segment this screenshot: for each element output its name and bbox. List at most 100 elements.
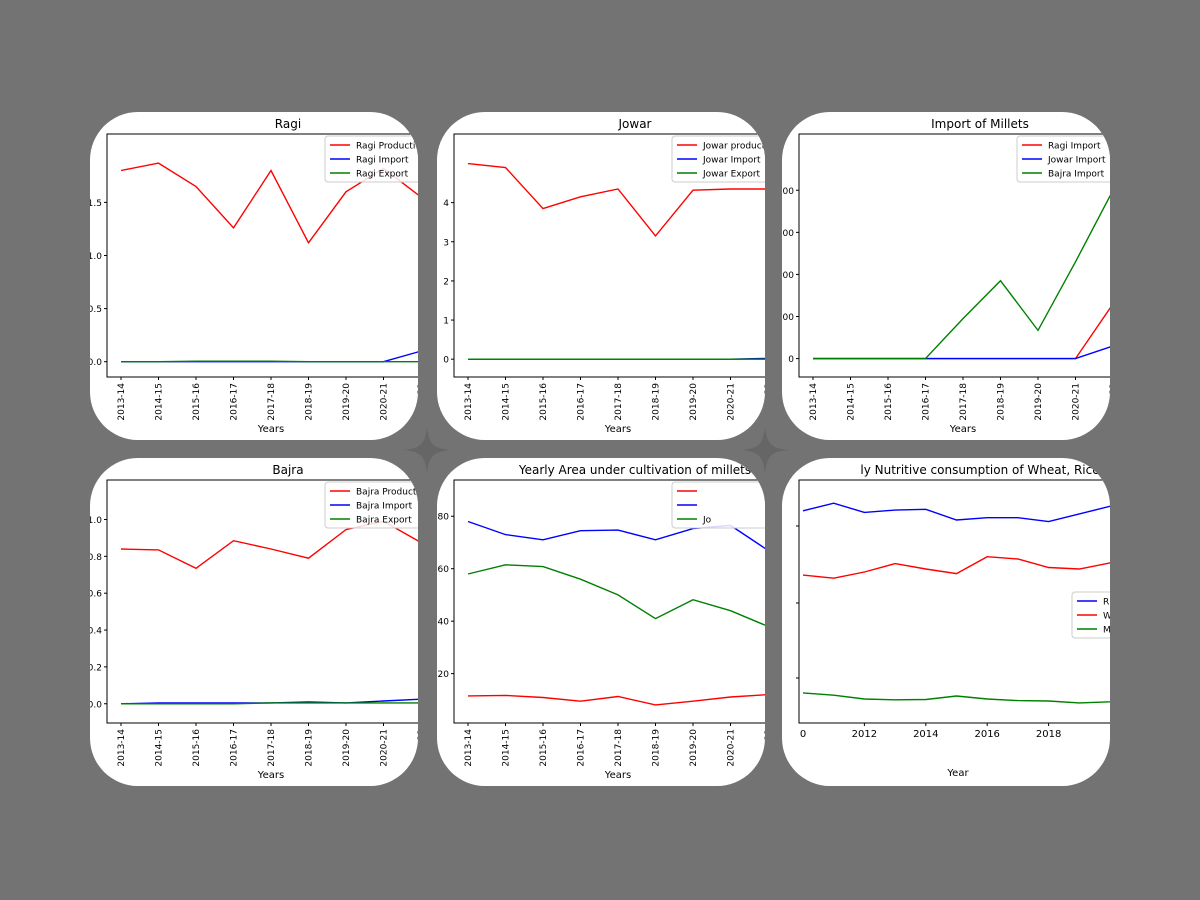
legend-label: R bbox=[1103, 598, 1109, 608]
y-tick-label: 0 bbox=[443, 356, 449, 366]
jowar-chart-card: Jowar 0 1 2 3 4 2013-14 2014-15 2015-16 2016-17 20… bbox=[437, 112, 765, 440]
x-tick-label: 2015-16 bbox=[539, 383, 549, 421]
sparkle-icon bbox=[742, 427, 788, 473]
legend-label: Bajra Import bbox=[356, 502, 413, 512]
x-tick-label: 2021-22 bbox=[1109, 383, 1110, 421]
x-tick-label: 2013-14 bbox=[464, 729, 474, 767]
x-tick-label: 2019-20 bbox=[689, 729, 699, 767]
x-tick-label: 2018 bbox=[1036, 729, 1061, 740]
x-tick-label: 2018-19 bbox=[997, 383, 1007, 421]
y-tick-label: 3 bbox=[443, 238, 449, 248]
series-line bbox=[468, 565, 765, 627]
series-line bbox=[813, 190, 1110, 358]
y-tick-label: 0.5 bbox=[90, 305, 102, 315]
y-tick-label: 0 bbox=[788, 355, 794, 365]
x-axis-label: Year bbox=[946, 768, 969, 779]
x-axis-label: Years bbox=[257, 424, 284, 435]
legend-label: M bbox=[1103, 626, 1110, 636]
y-tick-label: 1.0 bbox=[90, 252, 102, 262]
chart-svg: Yearly Area under cultivation of millets… bbox=[437, 458, 765, 786]
legend-label: Jo bbox=[702, 516, 712, 526]
x-tick-label: 2016-17 bbox=[922, 383, 932, 421]
series-line bbox=[468, 695, 765, 705]
x-tick-label: 2015-16 bbox=[192, 383, 202, 421]
legend-label: Jowar Import bbox=[1047, 156, 1106, 166]
legend-label: Ragi Import bbox=[356, 156, 409, 166]
x-tick-label: 2020-21 bbox=[1072, 383, 1082, 421]
y-tick-label: 0.0 bbox=[90, 358, 102, 368]
x-tick-label: 2017-18 bbox=[267, 383, 277, 421]
x-tick-label: 2015-16 bbox=[192, 729, 202, 767]
x-tick-label: 2019-20 bbox=[1034, 383, 1044, 421]
x-tick-label: 2014-15 bbox=[502, 729, 512, 767]
x-tick-label: 2014-15 bbox=[847, 383, 857, 421]
series-line bbox=[121, 361, 418, 362]
x-tick-label: 2020-21 bbox=[380, 729, 390, 767]
y-tick-label: 10000 bbox=[782, 313, 794, 323]
chart-title: Bajra bbox=[272, 463, 303, 477]
series-line bbox=[813, 304, 1110, 359]
x-axis-label: Years bbox=[949, 424, 976, 435]
x-tick-label: 2020-21 bbox=[727, 729, 737, 767]
x-tick-label: 2015-16 bbox=[884, 383, 894, 421]
y-tick-label: 30000 bbox=[782, 229, 794, 239]
y-tick-label: 1.5 bbox=[90, 199, 102, 209]
y-tick-label: 40 bbox=[438, 618, 450, 628]
x-tick-label: 2014 bbox=[913, 729, 938, 740]
legend-label: Ragi Import bbox=[1048, 142, 1101, 152]
chart-title: Ragi bbox=[275, 117, 301, 131]
y-tick-label: 4 bbox=[443, 199, 449, 209]
legend-label: Ragi Production bbox=[356, 142, 418, 152]
x-axis-label: Years bbox=[257, 770, 284, 781]
chart-title: Yearly Area under cultivation of millets bbox=[518, 463, 751, 477]
sparkle-icon bbox=[404, 427, 450, 473]
series-line bbox=[803, 693, 1110, 703]
x-tick-label: 2016-17 bbox=[230, 383, 240, 421]
x-tick-label: 2017-18 bbox=[614, 383, 624, 421]
x-tick-label: 2017-18 bbox=[267, 729, 277, 767]
millet-area-chart-card: Yearly Area under cultivation of millets… bbox=[437, 458, 765, 786]
x-tick-label: 2019-20 bbox=[689, 383, 699, 421]
x-tick-label: 2014-15 bbox=[502, 383, 512, 421]
legend-label: Bajra Export bbox=[356, 516, 412, 526]
y-tick-label: 40000 bbox=[782, 187, 794, 197]
x-tick-label: 2016-17 bbox=[577, 383, 587, 421]
chart-svg: Jowar 0 1 2 3 4 2013-14 2014-15 2015-16 2016-17 20… bbox=[437, 112, 765, 440]
x-tick-label: 2013-14 bbox=[809, 383, 819, 421]
legend-label: Bajra Production bbox=[356, 488, 418, 498]
series-line bbox=[803, 500, 1110, 521]
millet-import-chart-card: Import of Millets 0 10000 20000 30000 40000 20… bbox=[782, 112, 1110, 440]
chart-svg: Ragi 0.0 0.5 1.0 1.5 2013-14 2014-15 2015-16 201… bbox=[90, 112, 418, 440]
chart-title: ly Nutritive consumption of Wheat, Rice bbox=[860, 463, 1099, 477]
chart-svg: ly Nutritive consumption of Wheat, Rice 2… bbox=[782, 458, 1110, 786]
x-tick-label: 2015-16 bbox=[539, 729, 549, 767]
chart-title: Jowar bbox=[618, 117, 652, 131]
x-tick-label: 2012 bbox=[852, 729, 877, 740]
y-tick-label: 0.4 bbox=[90, 627, 102, 637]
y-tick-label: 1.0 bbox=[90, 516, 102, 526]
chart-title: Import of Millets bbox=[931, 117, 1029, 131]
y-tick-label: 20 bbox=[438, 670, 450, 680]
legend-label: Ragi Export bbox=[356, 170, 409, 180]
x-tick-label: 2018-19 bbox=[305, 383, 315, 421]
x-tick-label: 2021-22 bbox=[764, 383, 765, 421]
legend-label: Jowar Import bbox=[702, 156, 761, 166]
bajra-chart-card: Bajra 0.0 0.2 0.4 0.6 0.8 1.0 2013-14 2014-15 201… bbox=[90, 458, 418, 786]
x-tick-label: 2021-22 bbox=[417, 729, 418, 767]
x-tick-label: 2019-20 bbox=[342, 383, 352, 421]
x-tick-label: 2014-15 bbox=[155, 729, 165, 767]
axes-frame bbox=[799, 480, 1110, 723]
x-axis-label: Years bbox=[604, 424, 631, 435]
ragi-chart-card: Ragi 0.0 0.5 1.0 1.5 2013-14 2014-15 2015-16 201… bbox=[90, 112, 418, 440]
y-tick-label: 60 bbox=[438, 565, 450, 575]
x-tick-label: 2013-14 bbox=[117, 383, 127, 421]
x-tick-label: 2018-19 bbox=[652, 383, 662, 421]
x-axis-label: Years bbox=[604, 770, 631, 781]
x-tick-label: 2016 bbox=[974, 729, 999, 740]
x-tick-label: 2018-19 bbox=[652, 729, 662, 767]
legend-label: Jowar production bbox=[702, 142, 765, 152]
x-tick-label: 2020-21 bbox=[727, 383, 737, 421]
x-tick-label: 0 bbox=[800, 729, 806, 740]
y-tick-label: 20000 bbox=[782, 271, 794, 281]
x-tick-label: 2021-22 bbox=[417, 383, 418, 421]
